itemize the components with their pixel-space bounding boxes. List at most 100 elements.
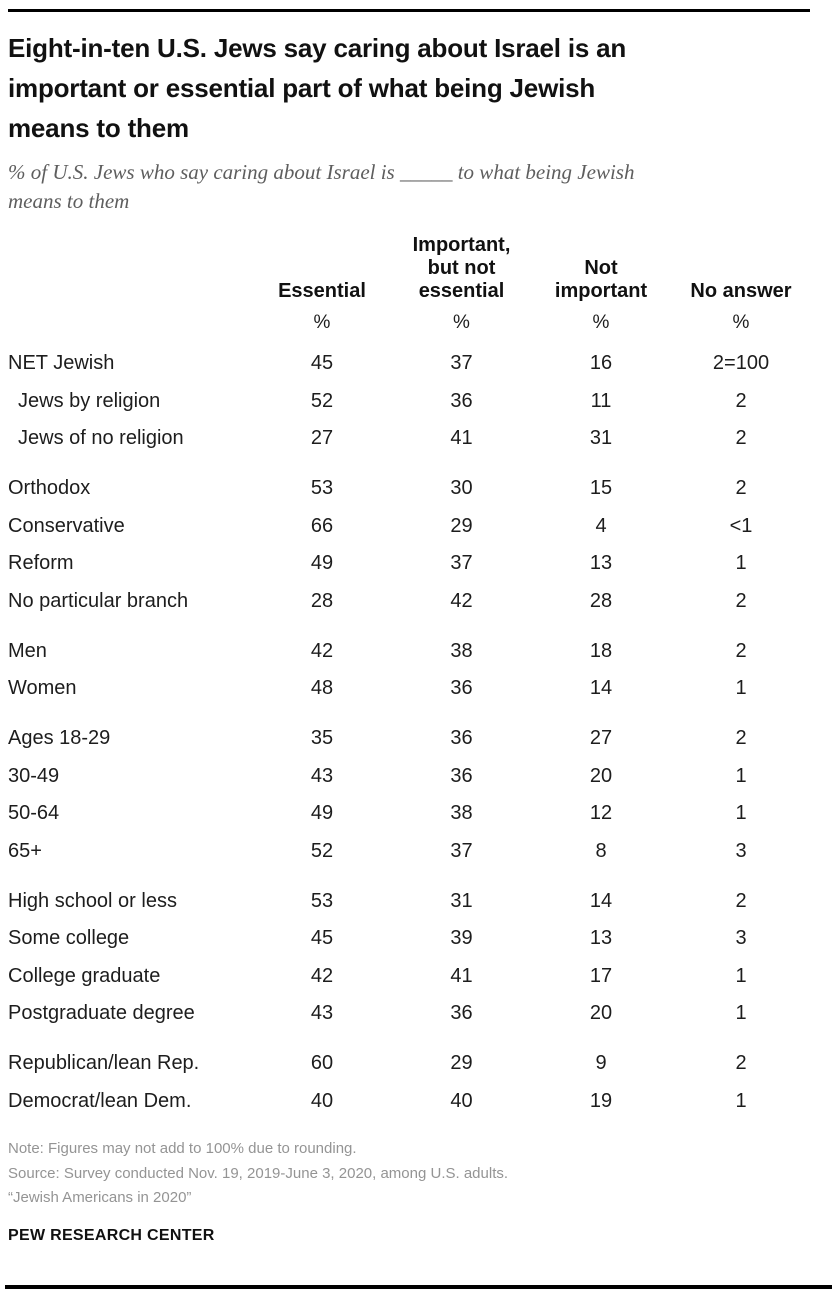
value-cell: 20	[589, 764, 613, 787]
table-row: Ages 18-29 35 36 27 2	[8, 720, 811, 758]
value-cell: 2	[735, 389, 747, 412]
row-label: Republican/lean Rep.	[8, 1052, 200, 1075]
unit-cell: %	[313, 312, 331, 333]
value-cell: 2	[735, 889, 747, 912]
column-header-essential: Essential	[278, 280, 366, 302]
value-cell: 1	[735, 764, 747, 787]
value-cell: 38	[450, 802, 473, 825]
row-label: Jews of no religion	[18, 427, 184, 450]
row-label: Orthodox	[8, 477, 91, 500]
table-row: College graduate 42 41 17 1	[8, 958, 811, 996]
value-cell: 13	[589, 552, 613, 575]
value-cell: 1	[735, 1002, 747, 1025]
table-row: 30-49 43 36 20 1	[8, 758, 811, 796]
table-row: Women 48 36 14 1	[8, 670, 811, 708]
value-cell: 14	[589, 889, 613, 912]
value-cell: 1	[735, 1089, 747, 1112]
table-row: Orthodox 53 30 15 2	[8, 470, 811, 508]
value-cell: 53	[310, 889, 334, 912]
value-cell: 2	[735, 477, 747, 500]
value-cell: 1	[735, 802, 747, 825]
page-subtitle: % of U.S. Jews who say caring about Isra…	[8, 160, 635, 213]
column-header-row: Essential Important, but not essential N…	[8, 234, 811, 308]
table-row: Jews of no religion 27 41 31 2	[8, 420, 811, 458]
value-cell: 14	[589, 677, 613, 700]
value-cell: 16	[589, 352, 613, 375]
value-cell: 40	[450, 1089, 473, 1112]
row-label: Ages 18-29	[8, 727, 111, 750]
table-row: NET Jewish 45 37 16 2=100	[8, 345, 811, 383]
row-label: Some college	[8, 927, 130, 950]
table-row: Some college 45 39 13 3	[8, 920, 811, 958]
value-cell: <1	[729, 514, 753, 537]
table-row: No particular branch 28 42 28 2	[8, 583, 811, 621]
value-cell: 3	[735, 927, 747, 950]
row-label: NET Jewish	[8, 352, 115, 375]
value-cell: 3	[735, 839, 747, 862]
value-cell: 2	[735, 589, 747, 612]
value-cell: 27	[310, 427, 334, 450]
group-spacer	[8, 870, 811, 883]
note-text: Note: Figures may not add to 100% due to…	[8, 1140, 357, 1157]
value-cell: 66	[310, 514, 334, 537]
value-cell: 13	[589, 927, 613, 950]
value-cell: 17	[589, 964, 613, 987]
unit-cell: %	[592, 312, 610, 333]
footnotes: Note: Figures may not add to 100% due to…	[8, 1137, 838, 1211]
value-cell: 45	[310, 352, 334, 375]
value-cell: 28	[310, 589, 334, 612]
row-label: 50-64	[8, 802, 60, 825]
value-cell: 52	[310, 839, 334, 862]
row-label: 65+	[8, 839, 42, 862]
row-label: Reform	[8, 552, 74, 575]
value-cell: 4	[595, 514, 607, 537]
value-cell: 1	[735, 552, 747, 575]
value-cell: 42	[310, 639, 334, 662]
value-cell: 31	[589, 427, 613, 450]
table-row: Jews by religion 52 36 11 2	[8, 383, 811, 421]
table-row: 65+ 52 37 8 3	[8, 833, 811, 871]
unit-cell: %	[453, 312, 470, 333]
row-label: Postgraduate degree	[8, 1002, 195, 1025]
value-cell: 41	[450, 964, 473, 987]
value-cell: 31	[450, 889, 473, 912]
row-label: Democrat/lean Dem.	[8, 1089, 192, 1112]
value-cell: 11	[590, 389, 612, 412]
value-cell: 53	[310, 477, 334, 500]
value-cell: 36	[450, 727, 473, 750]
column-header-empty	[8, 234, 252, 308]
row-label: Women	[8, 677, 77, 700]
value-cell: 35	[310, 727, 334, 750]
value-cell: 18	[589, 639, 613, 662]
row-label: No particular branch	[8, 589, 189, 612]
value-cell: 45	[310, 927, 334, 950]
table-row: Men 42 38 18 2	[8, 633, 811, 671]
value-cell: 2	[735, 427, 747, 450]
value-cell: 1	[735, 677, 747, 700]
unit-cell-empty	[8, 308, 252, 345]
value-cell: 36	[450, 1002, 473, 1025]
value-cell: 37	[450, 352, 473, 375]
value-cell: 30	[450, 477, 473, 500]
unit-cell: %	[732, 312, 750, 333]
unit-row: % % % %	[8, 308, 811, 345]
row-label: 30-49	[8, 764, 60, 787]
group-spacer	[8, 1033, 811, 1046]
row-label: High school or less	[8, 889, 177, 912]
value-cell: 37	[450, 839, 473, 862]
value-cell: 2=100	[712, 352, 770, 375]
page: Eight-in-ten U.S. Jews say caring about …	[0, 9, 838, 1289]
value-cell: 52	[310, 389, 334, 412]
table-row: Postgraduate degree 43 36 20 1	[8, 995, 811, 1033]
row-label: Conservative	[8, 514, 125, 537]
value-cell: 49	[310, 802, 334, 825]
value-cell: 39	[450, 927, 473, 950]
value-cell: 2	[735, 727, 747, 750]
table-row: High school or less 53 31 14 2	[8, 883, 811, 921]
value-cell: 36	[450, 389, 473, 412]
value-cell: 27	[589, 727, 613, 750]
results-table: Essential Important, but not essential N…	[8, 234, 811, 1120]
value-cell: 29	[450, 1052, 473, 1075]
table-row: 50-64 49 38 12 1	[8, 795, 811, 833]
table-row: Conservative 66 29 4 <1	[8, 508, 811, 546]
